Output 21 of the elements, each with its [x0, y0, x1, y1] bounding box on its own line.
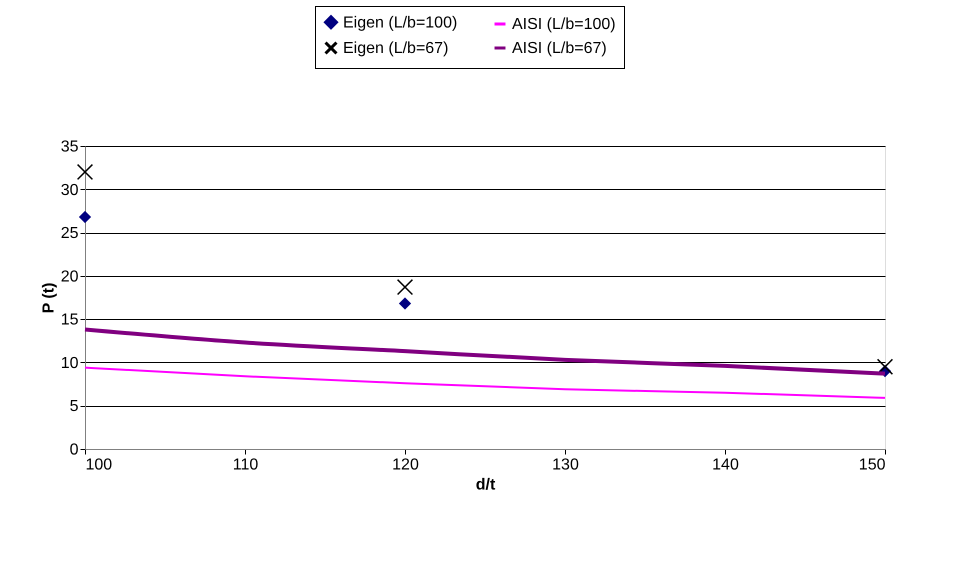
- x-axis-title: d/t: [476, 476, 496, 494]
- y-tick-label: 15: [60, 312, 79, 329]
- y-tick-label: 35: [60, 138, 79, 156]
- legend-label: Eigen (L/b=67): [343, 40, 448, 57]
- y-tick-label: 20: [60, 268, 79, 286]
- y-tick-label: 30: [60, 182, 79, 199]
- y-axis-title: P (t): [40, 282, 58, 314]
- x-tick-label: 150: [858, 456, 886, 474]
- y-tick-label: 25: [60, 225, 79, 242]
- y-tick-label: 0: [70, 442, 79, 458]
- x-tick-label: 130: [552, 456, 579, 474]
- legend-label: Eigen (L/b=100): [343, 14, 458, 32]
- line-series: [84, 366, 886, 399]
- x-tick-label: 120: [392, 456, 419, 474]
- x-tick-label: 100: [86, 456, 112, 474]
- x-tick-label: 140: [712, 456, 739, 474]
- legend-label: AISI (L/b=67): [512, 40, 607, 57]
- legend-label: AISI (L/b=100): [512, 16, 616, 33]
- y-tick-label: 5: [70, 398, 79, 416]
- x-tick-label: 110: [232, 456, 258, 474]
- y-tick-label: 10: [60, 354, 79, 372]
